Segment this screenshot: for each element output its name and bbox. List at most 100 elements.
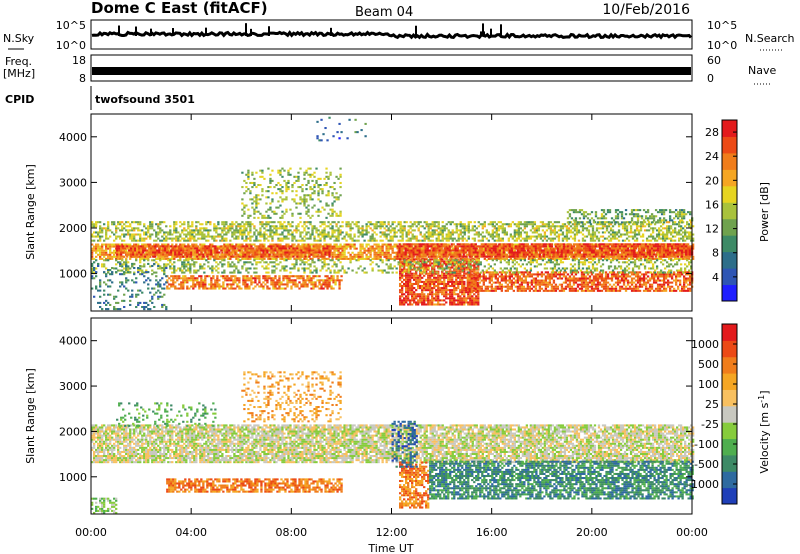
power-cell [499, 239, 502, 242]
power-cell [665, 229, 669, 232]
power-cell [687, 223, 691, 226]
power-cell [220, 245, 223, 248]
power-cell [99, 249, 102, 252]
power-cell [327, 225, 330, 228]
power-cell [544, 243, 548, 246]
power-cell [447, 243, 450, 246]
power-cell [459, 223, 462, 226]
power-cell [343, 257, 346, 260]
power-cell [220, 253, 223, 256]
power-cell [162, 247, 165, 250]
power-cell [657, 257, 661, 260]
power-cell [675, 223, 679, 226]
power-cell [490, 245, 493, 248]
power-cell [665, 221, 669, 224]
power-cell [143, 237, 146, 240]
power-cell [95, 225, 98, 228]
power-cell [424, 253, 427, 256]
power-cell [596, 255, 600, 258]
power-cell [226, 249, 229, 252]
power-cell [596, 253, 600, 256]
power-cell [441, 233, 444, 236]
power-cell [628, 249, 632, 252]
power-cell [561, 225, 565, 228]
power-cell [410, 245, 413, 248]
power-cell [337, 235, 340, 238]
power-cell [343, 243, 346, 246]
power-cell [130, 255, 133, 258]
power-cell [466, 247, 469, 250]
power-cell [345, 257, 348, 260]
power-cell [226, 245, 229, 248]
power-cell [244, 247, 247, 250]
power-cell [179, 221, 182, 224]
power-cell [467, 237, 470, 240]
power-cell [128, 251, 131, 254]
power-cell [179, 235, 182, 238]
power-cell [639, 223, 643, 226]
power-cell [183, 229, 186, 232]
power-cell [155, 257, 158, 260]
power-cell [163, 237, 166, 240]
power-cell [579, 257, 583, 260]
power-cell [427, 223, 430, 226]
power-cell [473, 221, 476, 224]
power-cell [426, 247, 429, 250]
power-cell [502, 243, 505, 246]
power-cell [138, 245, 141, 248]
power-cell [128, 249, 131, 252]
power-cell [135, 221, 138, 224]
power-cell [539, 233, 543, 236]
power-cell [299, 233, 302, 236]
power-cell [497, 227, 500, 230]
power-cell [261, 235, 264, 238]
power-cell [238, 249, 241, 252]
power-cell [174, 251, 177, 254]
power-cell [432, 243, 435, 246]
power-cell [471, 225, 474, 228]
power-cell [514, 245, 517, 248]
power-cell [217, 233, 220, 236]
power-cell [296, 245, 299, 248]
power-cell [588, 253, 592, 256]
power-cell [488, 253, 491, 256]
power-cell [373, 253, 376, 256]
power-cell [618, 249, 622, 252]
power-cell [690, 237, 693, 240]
power-cell [595, 227, 599, 230]
power-cell [140, 253, 143, 256]
power-cell [631, 257, 635, 260]
power-cell [501, 239, 504, 242]
power-cell [217, 245, 220, 248]
power-cell [556, 247, 560, 250]
power-cell [385, 257, 388, 260]
power-cell [314, 245, 317, 248]
power-cell [655, 239, 659, 242]
power-cell [475, 233, 478, 236]
power-cell [101, 251, 104, 254]
power-cell [245, 257, 248, 260]
power-cell [598, 249, 602, 252]
power-cell [618, 253, 622, 256]
power-cell [235, 243, 238, 246]
power-cell [492, 245, 495, 248]
power-cell [166, 285, 169, 288]
power-cell [607, 225, 611, 228]
power-cell [278, 253, 281, 256]
power-cell [534, 251, 538, 254]
power-cell [339, 257, 342, 260]
power-cell [481, 239, 484, 242]
power-cell [239, 229, 242, 232]
power-cell [627, 231, 631, 234]
power-cell [495, 257, 498, 260]
power-cell [577, 231, 581, 234]
power-cell [603, 237, 607, 240]
power-cell [302, 255, 305, 258]
power-cell [426, 253, 429, 256]
power-cell [256, 249, 259, 252]
power-cell [206, 253, 209, 256]
power-cell [165, 257, 168, 260]
power-cell [413, 229, 416, 232]
power-cell [130, 251, 133, 254]
power-cell [369, 247, 372, 250]
